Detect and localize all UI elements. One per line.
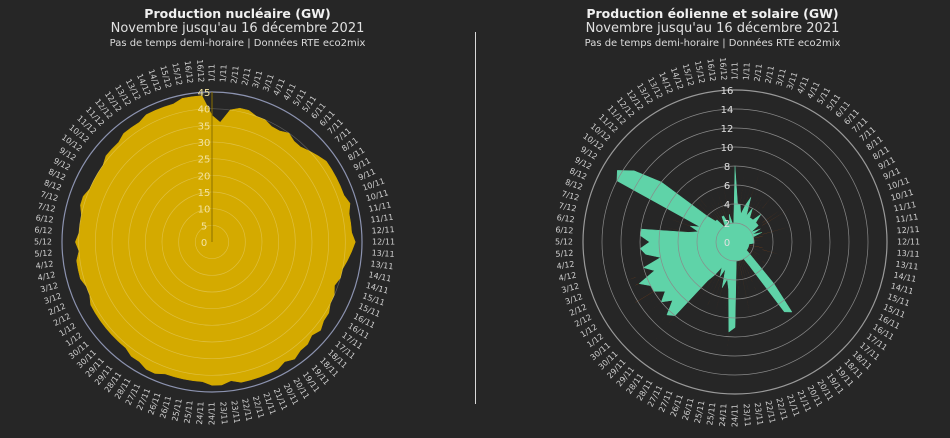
angular-tick-label: 12/11 xyxy=(371,225,395,236)
angular-tick-label: 11/11 xyxy=(368,200,392,214)
angular-tick-label: 7/12 xyxy=(39,190,59,204)
radial-tick-label: 20 xyxy=(198,171,211,182)
angular-tick-label: 1/11 xyxy=(742,62,752,81)
wind-solar-chart-title: Production éolienne et solaire (GW) xyxy=(586,6,839,21)
angular-tick-label: 24/11 xyxy=(718,403,729,427)
angular-tick-label: 25/11 xyxy=(170,398,184,422)
angular-tick-label: 5/12 xyxy=(34,248,53,258)
angular-tick-label: 16/12 xyxy=(705,58,717,82)
angular-tick-label: 11/11 xyxy=(370,213,394,225)
radial-tick-label: 8 xyxy=(724,162,730,173)
panel-divider xyxy=(475,32,476,404)
angular-tick-label: 11/11 xyxy=(893,200,917,214)
nuclear-chart-subtitle: Novembre jusqu'au 16 décembre 2021 xyxy=(110,21,365,36)
radial-tick-label: 35 xyxy=(198,121,211,132)
angular-tick-label: 23/11 xyxy=(742,403,753,427)
angular-tick-label: 16/12 xyxy=(718,57,729,81)
angular-tick-label: 12/11 xyxy=(897,238,920,247)
radial-tick-label: 45 xyxy=(198,88,211,99)
wind-solar-chart-panel: Production éolienne et solaire (GW) Nove… xyxy=(475,0,950,438)
angular-tick-label: 22/11 xyxy=(240,398,254,422)
radial-tick-label: 25 xyxy=(198,155,211,166)
angular-tick-label: 24/11 xyxy=(731,404,740,427)
nuclear-chart-title: Production nucléaire (GW) xyxy=(144,6,331,21)
angular-tick-label: 1/11 xyxy=(208,64,217,82)
radial-tick-label: 4 xyxy=(724,200,730,211)
angular-tick-label: 13/11 xyxy=(371,248,395,259)
angular-tick-label: 4/12 xyxy=(556,260,575,271)
angular-tick-label: 2/11 xyxy=(229,65,240,84)
angular-tick-label: 6/12 xyxy=(34,225,53,235)
angular-tick-label: 2/11 xyxy=(240,67,252,86)
angular-tick-label: 25/11 xyxy=(183,400,195,424)
radial-tick-label: 14 xyxy=(721,105,734,116)
angular-tick-label: 12/11 xyxy=(372,238,395,247)
angular-tick-label: 24/11 xyxy=(208,402,217,425)
angular-tick-label: 2/11 xyxy=(764,65,776,84)
angular-tick-label: 1/11 xyxy=(218,64,228,83)
angular-tick-label: 6/12 xyxy=(556,213,575,224)
angular-tick-label: 7/12 xyxy=(37,201,56,213)
grid-ring xyxy=(582,89,888,395)
series-area xyxy=(616,165,793,333)
grid-ring xyxy=(677,184,793,300)
angular-tick-label: 23/11 xyxy=(218,401,229,425)
nuclear-chart-panel: Production nucléaire (GW) Novembre jusqu… xyxy=(34,6,395,425)
radial-tick-label: 30 xyxy=(198,138,211,149)
angular-tick-label: 4/12 xyxy=(558,271,577,283)
angular-tick-label: 23/11 xyxy=(229,400,241,424)
angular-tick-label: 16/12 xyxy=(195,59,206,83)
wind-solar-chart-source: Pas de temps demi-horaire | Données RTE … xyxy=(584,38,841,49)
angular-tick-label: 24/11 xyxy=(195,401,206,425)
angular-tick-label: 6/12 xyxy=(555,225,574,235)
radial-tick-label: 40 xyxy=(198,105,211,116)
radial-tick-label: 0 xyxy=(201,238,207,249)
grid-ring xyxy=(620,127,850,357)
angular-tick-label: 16/12 xyxy=(183,60,195,84)
radial-tick-label: 2 xyxy=(724,219,730,230)
angular-tick-label: 1/11 xyxy=(731,62,740,80)
angular-tick-label: 4/12 xyxy=(37,270,56,282)
angular-tick-label: 23/11 xyxy=(753,402,765,426)
wind-solar-chart-subtitle: Novembre jusqu'au 16 décembre 2021 xyxy=(585,21,840,36)
radial-tick-label: 15 xyxy=(198,188,211,199)
radial-tick-label: 6 xyxy=(724,181,730,192)
angular-tick-label: 7/12 xyxy=(558,201,577,213)
angular-tick-label: 25/11 xyxy=(705,402,717,426)
grid-ring xyxy=(715,222,755,262)
angular-tick-label: 25/11 xyxy=(693,400,707,424)
angular-tick-label: 5/12 xyxy=(34,238,52,247)
angular-tick-label: 5/12 xyxy=(555,249,574,259)
grid-ring xyxy=(639,146,831,338)
grid-ring xyxy=(696,203,774,281)
series-spike xyxy=(735,242,755,336)
angular-tick-label: 11/11 xyxy=(895,212,919,224)
radial-tick-label: 12 xyxy=(721,124,734,135)
radial-tick-label: 10 xyxy=(198,205,211,216)
angular-tick-label: 13/11 xyxy=(895,260,919,272)
radial-tick-label: 0 xyxy=(724,238,730,249)
angular-tick-label: 13/11 xyxy=(896,249,920,260)
nuclear-chart-source: Pas de temps demi-horaire | Données RTE … xyxy=(109,38,366,49)
angular-tick-label: 2/11 xyxy=(753,63,764,82)
angular-tick-label: 12/11 xyxy=(896,225,920,236)
grid-ring xyxy=(601,108,869,376)
grid-ring xyxy=(658,165,812,319)
radial-tick-label: 10 xyxy=(721,143,734,154)
angular-tick-label: 7/12 xyxy=(560,189,580,203)
radial-tick-label: 16 xyxy=(721,86,734,97)
angular-tick-label: 22/11 xyxy=(764,400,778,424)
angular-tick-label: 5/12 xyxy=(555,238,573,247)
angular-tick-label: 6/12 xyxy=(35,213,54,224)
angular-tick-label: 13/11 xyxy=(370,259,394,271)
series-area xyxy=(75,95,356,386)
angular-tick-label: 4/12 xyxy=(35,259,54,270)
radial-tick-label: 5 xyxy=(201,221,207,232)
